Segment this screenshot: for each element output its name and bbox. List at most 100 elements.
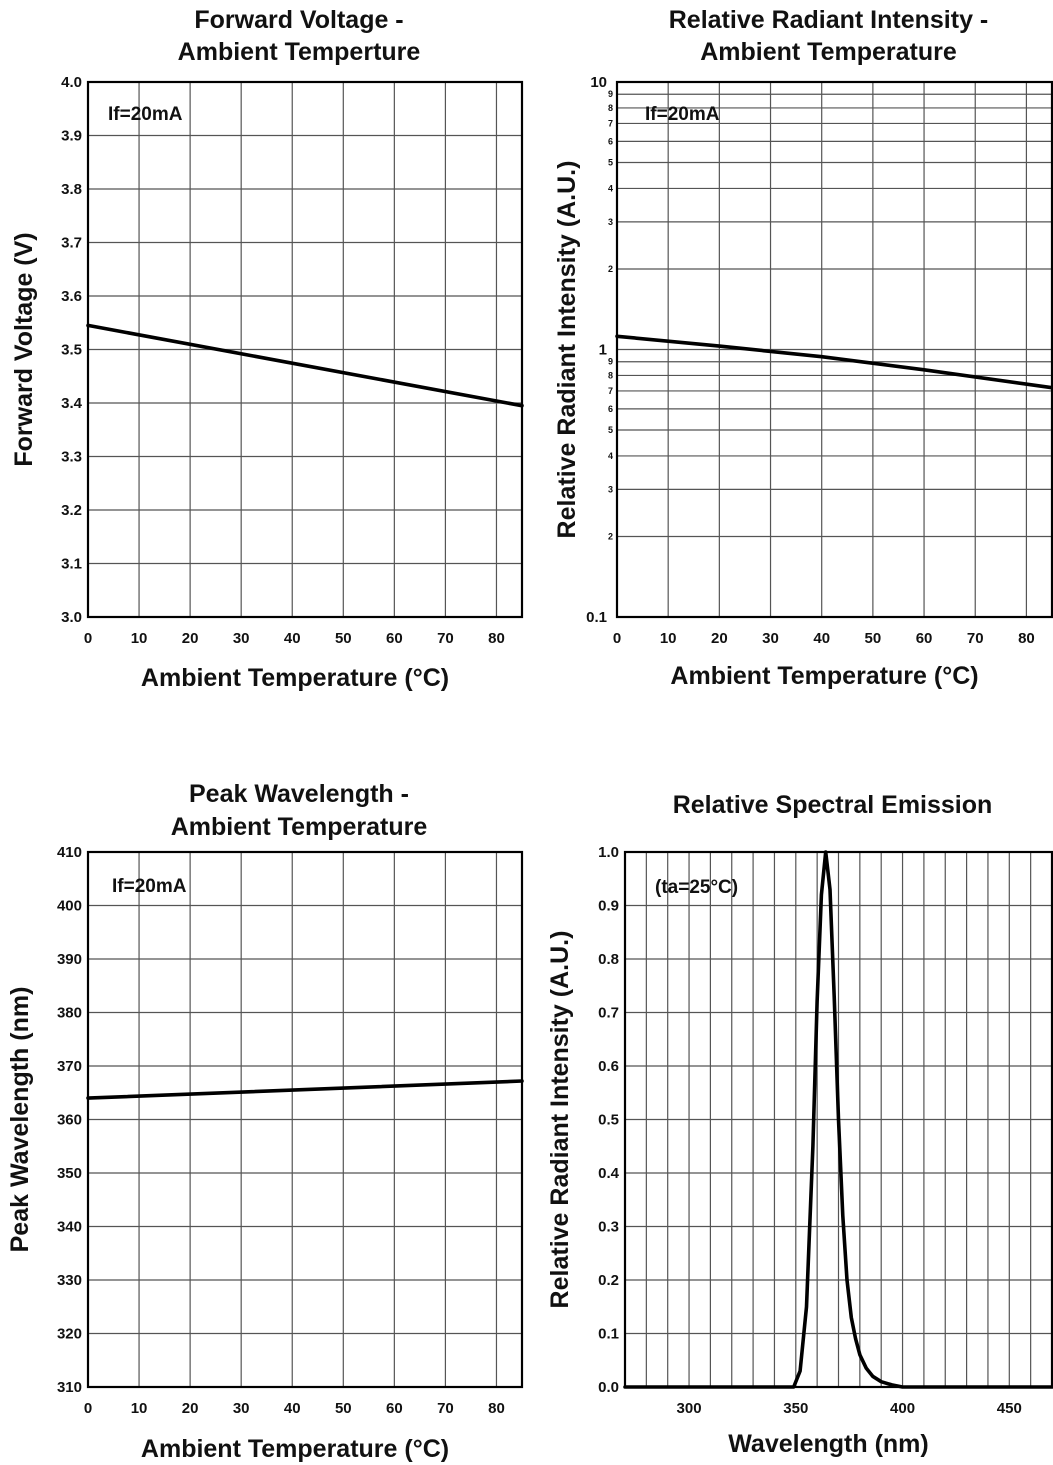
pw-x-tick-label: 60: [386, 1400, 403, 1417]
pw-y-tick-label: 330: [57, 1272, 82, 1289]
fv-x-tick-label: 60: [386, 630, 403, 647]
pw-chart: Peak Wavelength - Ambient Temperature 0 10 2…: [6, 780, 524, 1463]
pw-title-line-1: Peak Wavelength -: [189, 780, 409, 808]
pw-y-tick-label: 390: [57, 951, 82, 968]
ri-y-axis-title: Relative Radiant Intensity (A.U.): [553, 161, 581, 539]
pw-title-line-2: Ambient Temperature: [171, 813, 428, 841]
se-y-tick-label: 0.3: [598, 1219, 619, 1236]
ri-x-axis-title: Ambient Temperature (°C): [670, 662, 978, 690]
fv-y-tick-label: 3.7: [61, 235, 82, 252]
pw-grid: [88, 852, 522, 1387]
se-y-tick-label: 0.5: [598, 1112, 619, 1129]
pw-x-tick-label: 50: [335, 1400, 352, 1417]
fv-title-line-1: Forward Voltage -: [194, 6, 403, 34]
fv-x-tick-label: 0: [84, 630, 92, 647]
fv-x-axis-title: Ambient Temperature (°C): [141, 664, 449, 692]
fv-y-tick-label: 3.1: [61, 556, 82, 573]
se-x-tick-label: 400: [890, 1400, 915, 1417]
ri-y-minor-tick-label: 7: [608, 118, 613, 128]
se-plot-frame: [623, 850, 1053, 1389]
se-y-tick-label: 0.2: [598, 1272, 619, 1289]
ri-title-line-1: Relative Radiant Intensity -: [669, 6, 989, 34]
ri-x-tick-label: 70: [967, 630, 984, 647]
ri-y-minor-tick-label: 6: [608, 136, 613, 146]
fv-y-tick-label: 3.5: [61, 342, 82, 359]
fv-x-tick-label: 50: [335, 630, 352, 647]
ri-y-minor-tick-label: 6: [608, 404, 613, 414]
pw-y-tick-label: 350: [57, 1165, 82, 1182]
fv-x-tick-label: 70: [437, 630, 454, 647]
ri-y-tick-label: 1: [599, 342, 607, 359]
se-annotation: (ta=25°C): [655, 877, 738, 898]
ri-series-line-1: [615, 334, 1053, 390]
pw-annotation: If=20mA: [112, 876, 187, 897]
se-y-tick-label: 0.1: [598, 1326, 619, 1343]
ri-x-tick-label: 0: [613, 630, 621, 647]
pw-plot-frame: [86, 850, 524, 1389]
se-y-axis-title: Relative Radiant Intensity (A.U.): [546, 931, 574, 1309]
ri-x-tick-label: 60: [916, 630, 933, 647]
ri-x-tick-label: 20: [711, 630, 728, 647]
fv-title-line-2: Ambient Temperture: [178, 38, 421, 66]
ri-grid: [617, 82, 1052, 617]
fv-series-line-1: [86, 323, 524, 408]
ri-y-minor-tick-label: 4: [608, 451, 613, 461]
fv-x-tick-label: 80: [488, 630, 505, 647]
pw-x-tick-label: 30: [233, 1400, 250, 1417]
ri-title-line-2: Ambient Temperature: [700, 38, 957, 66]
fv-y-tick-label: 3.8: [61, 181, 82, 198]
pw-y-tick-label: 380: [57, 1005, 82, 1022]
ri-x-tick-label: 80: [1018, 630, 1035, 647]
ri-plot-frame: [615, 80, 1053, 619]
ri-y-minor-tick-label: 7: [608, 386, 613, 396]
ri-y-minor-tick-label: 8: [608, 103, 613, 113]
fv-y-tick-label: 3.3: [61, 449, 82, 466]
ri-y-minor-tick-label: 8: [608, 370, 613, 380]
se-y-tick-label: 0.6: [598, 1058, 619, 1075]
ri-y-minor-tick-label: 2: [608, 264, 613, 274]
fv-x-tick-label: 30: [233, 630, 250, 647]
se-y-tick-label: 0.8: [598, 951, 619, 968]
fv-x-tick-label: 10: [131, 630, 148, 647]
se-x-tick-label: 300: [677, 1400, 702, 1417]
pw-series-line-1: [86, 1079, 524, 1100]
se-title-line-1: Relative Spectral Emission: [673, 791, 993, 819]
pw-y-tick-label: 310: [57, 1379, 82, 1396]
ri-y-minor-tick-label: 9: [608, 89, 613, 99]
fv-y-tick-label: 3.0: [61, 609, 82, 626]
pw-y-tick-label: 360: [57, 1112, 82, 1129]
pw-x-tick-label: 10: [131, 1400, 148, 1417]
se-chart: Relative Spectral Emission 300 350 400 450 0.…: [546, 791, 1053, 1458]
fv-grid: [88, 82, 522, 617]
pw-x-axis-title: Ambient Temperature (°C): [141, 1435, 449, 1463]
se-y-tick-label: 0.7: [598, 1005, 619, 1022]
fv-x-tick-label: 20: [182, 630, 199, 647]
fv-y-tick-label: 4.0: [61, 74, 82, 91]
ri-y-tick-label: 0.1: [586, 609, 607, 626]
se-y-tick-label: 1.0: [598, 844, 619, 861]
pw-y-tick-label: 400: [57, 898, 82, 915]
pw-x-tick-label: 20: [182, 1400, 199, 1417]
pw-x-tick-label: 70: [437, 1400, 454, 1417]
se-x-axis-title: Wavelength (nm): [728, 1430, 928, 1458]
ri-x-tick-label: 50: [865, 630, 882, 647]
fv-y-tick-label: 3.9: [61, 128, 82, 145]
fv-y-tick-label: 3.2: [61, 502, 82, 519]
fv-x-tick-label: 40: [284, 630, 301, 647]
pw-y-axis-title: Peak Wavelength (nm): [6, 987, 34, 1253]
se-y-tick-label: 0.0: [598, 1379, 619, 1396]
ri-chart: Relative Radiant Intensity - Ambient Temp…: [553, 6, 1053, 690]
pw-y-tick-label: 370: [57, 1058, 82, 1075]
se-y-tick-label: 0.4: [598, 1165, 620, 1182]
ri-x-tick-label: 10: [660, 630, 677, 647]
se-y-tick-label: 0.9: [598, 898, 619, 915]
ri-y-minor-tick-label: 3: [608, 484, 613, 494]
fv-y-axis-title: Forward Voltage (V): [10, 232, 38, 466]
se-x-tick-label: 350: [783, 1400, 808, 1417]
pw-x-tick-label: 80: [488, 1400, 505, 1417]
fv-y-tick-label: 3.6: [61, 288, 82, 305]
ri-y-tick-label: 10: [590, 74, 607, 91]
ri-y-minor-tick-label: 3: [608, 217, 613, 227]
pw-y-tick-label: 340: [57, 1219, 82, 1236]
